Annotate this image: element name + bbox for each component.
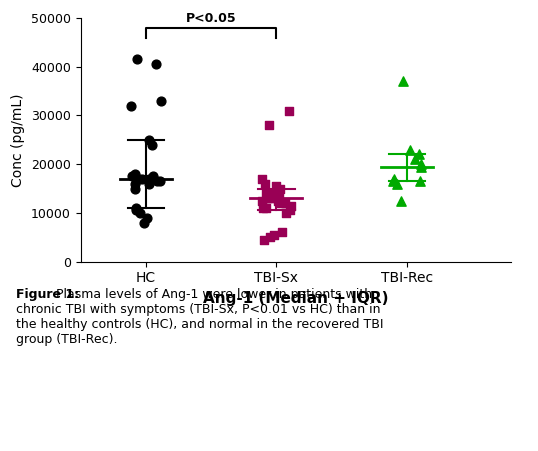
Point bbox=[261, 190, 270, 197]
Point bbox=[130, 185, 139, 192]
Point bbox=[277, 199, 286, 207]
Point bbox=[270, 231, 279, 239]
Point bbox=[132, 204, 140, 212]
Point bbox=[273, 190, 281, 197]
Point bbox=[138, 175, 146, 182]
Point bbox=[143, 214, 151, 221]
Point bbox=[399, 78, 408, 85]
Point bbox=[416, 178, 424, 185]
Point bbox=[278, 229, 286, 236]
Point bbox=[388, 178, 397, 185]
Point bbox=[272, 187, 281, 194]
Point bbox=[406, 146, 414, 153]
Point bbox=[263, 195, 271, 202]
Point bbox=[273, 197, 282, 204]
Point bbox=[128, 173, 137, 180]
Point bbox=[393, 180, 401, 187]
Point bbox=[126, 102, 135, 109]
Point bbox=[416, 163, 425, 170]
Point bbox=[415, 151, 423, 158]
Point bbox=[131, 170, 139, 178]
Point bbox=[271, 190, 279, 197]
Point bbox=[275, 185, 284, 192]
Point bbox=[260, 180, 269, 187]
Point bbox=[286, 207, 295, 214]
Point bbox=[258, 175, 266, 182]
Point bbox=[152, 61, 161, 68]
Point bbox=[272, 183, 280, 190]
Point bbox=[136, 209, 144, 216]
Point bbox=[285, 107, 293, 114]
Point bbox=[266, 234, 274, 241]
Point bbox=[145, 136, 153, 143]
Point bbox=[282, 209, 291, 216]
Point bbox=[157, 97, 165, 105]
Point bbox=[131, 180, 139, 187]
Point bbox=[155, 178, 164, 185]
Point bbox=[397, 197, 406, 204]
Y-axis label: Conc (pg/mL): Conc (pg/mL) bbox=[11, 93, 25, 187]
X-axis label: Ang-1 (Median + IQR): Ang-1 (Median + IQR) bbox=[203, 291, 388, 306]
Point bbox=[149, 173, 158, 180]
Text: Plasma levels of Ang-1 were lower in patients with
chronic TBI with symptoms (TB: Plasma levels of Ang-1 were lower in pat… bbox=[16, 288, 384, 346]
Point bbox=[145, 180, 154, 187]
Text: P<0.05: P<0.05 bbox=[186, 12, 236, 25]
Point bbox=[287, 202, 295, 209]
Point bbox=[139, 219, 148, 226]
Point bbox=[132, 56, 141, 63]
Point bbox=[266, 195, 274, 202]
Point bbox=[132, 207, 140, 214]
Text: Figure 1:: Figure 1: bbox=[16, 288, 79, 301]
Point bbox=[258, 197, 266, 204]
Point bbox=[268, 192, 277, 199]
Point bbox=[275, 195, 284, 202]
Point bbox=[135, 175, 144, 182]
Point bbox=[417, 161, 426, 168]
Point bbox=[148, 141, 157, 148]
Point bbox=[411, 156, 420, 163]
Point bbox=[390, 175, 398, 182]
Point bbox=[265, 122, 273, 129]
Point bbox=[259, 236, 268, 243]
Point bbox=[266, 195, 275, 202]
Point bbox=[281, 199, 289, 207]
Point bbox=[153, 178, 162, 185]
Point bbox=[258, 204, 267, 212]
Point bbox=[262, 204, 271, 212]
Point bbox=[145, 175, 153, 182]
